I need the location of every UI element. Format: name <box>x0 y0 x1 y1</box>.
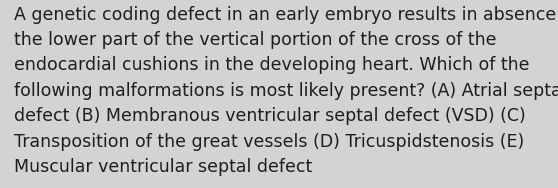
Text: following malformations is most likely present? (A) Atrial septal: following malformations is most likely p… <box>14 82 558 100</box>
Text: the lower part of the vertical portion of the cross of the: the lower part of the vertical portion o… <box>14 31 497 49</box>
Text: Muscular ventricular septal defect: Muscular ventricular septal defect <box>14 158 312 176</box>
Text: Transposition of the great vessels (D) Tricuspidstenosis (E): Transposition of the great vessels (D) T… <box>14 133 524 151</box>
Text: defect (B) Membranous ventricular septal defect (VSD) (C): defect (B) Membranous ventricular septal… <box>14 107 526 125</box>
Text: A genetic coding defect in an early embryo results in absence of: A genetic coding defect in an early embr… <box>14 6 558 24</box>
Text: endocardial cushions in the developing heart. Which of the: endocardial cushions in the developing h… <box>14 56 530 74</box>
